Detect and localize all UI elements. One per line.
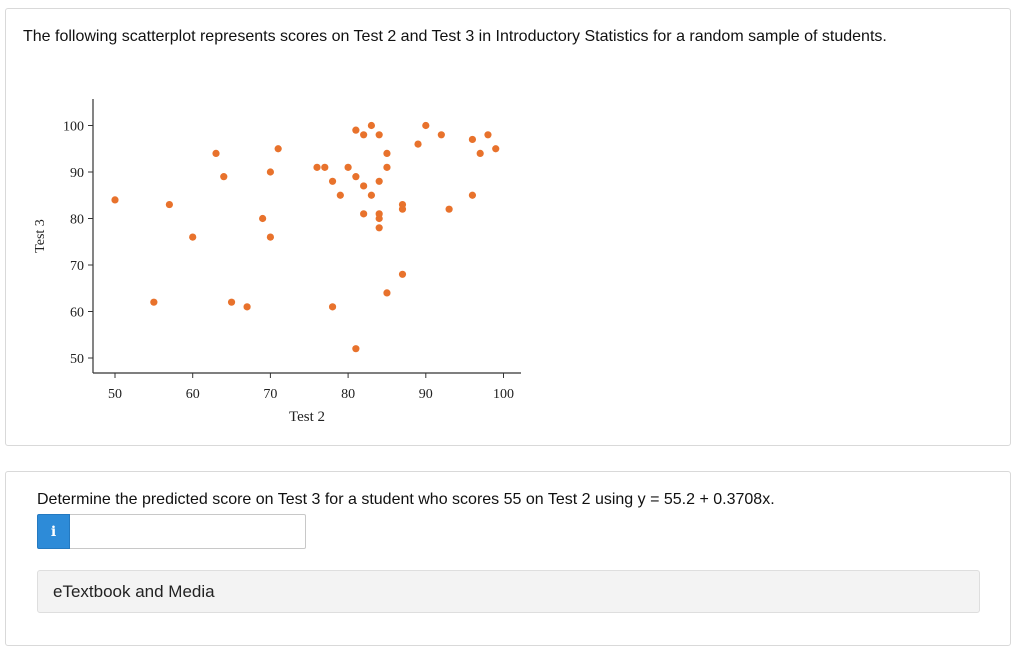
x-axis-label: Test 2: [289, 409, 325, 425]
data-point: [165, 200, 173, 209]
y-tick-label: 60: [70, 306, 84, 321]
x-tick-label: 70: [263, 387, 277, 402]
chart-axes: [92, 99, 521, 374]
data-point: [375, 214, 383, 223]
data-point: [274, 145, 282, 153]
x-tick-label: 60: [186, 387, 200, 402]
y-tick-label: 80: [70, 213, 84, 228]
data-point: [360, 210, 368, 218]
data-point: [189, 233, 197, 241]
chart-ticks: 50 60 70 80 90 100 50 60 70 80 90 100: [63, 120, 514, 403]
data-point: [243, 303, 251, 311]
data-point: [266, 168, 274, 176]
data-point: [422, 121, 430, 130]
y-tick-label: 90: [70, 166, 84, 181]
data-point: [468, 135, 477, 144]
data-point: [398, 205, 407, 213]
data-point: [367, 121, 376, 130]
data-point: [375, 131, 383, 139]
y-tick-label: 50: [70, 352, 84, 367]
question-text: The following scatterplot represents sco…: [23, 28, 887, 45]
x-tick-label: 100: [493, 387, 514, 402]
data-point: [414, 140, 422, 148]
answer-prompt: Determine the predicted score on Test 3 …: [37, 491, 775, 508]
etextbook-media-label: eTextbook and Media: [53, 581, 215, 601]
data-point: [266, 233, 274, 241]
data-point: [437, 131, 445, 139]
scatterplot: 50 60 70 80 90 100 50 60 70 80 90 100 Test 2 Test 3: [33, 99, 521, 425]
data-point: [150, 298, 158, 306]
answer-card: Determine the predicted score on Test 3 …: [5, 471, 1011, 646]
data-point: [445, 205, 453, 213]
data-point: [313, 163, 321, 171]
data-point: [360, 182, 368, 190]
data-point: [383, 289, 391, 297]
data-point: [344, 163, 352, 171]
chart-points: [111, 121, 500, 353]
data-point: [468, 191, 477, 199]
data-point: [492, 145, 500, 153]
data-point: [328, 177, 337, 185]
data-point: [321, 163, 329, 171]
data-point: [360, 131, 368, 139]
answer-input[interactable]: [70, 514, 306, 549]
y-tick-label: 70: [70, 259, 84, 274]
data-point: [328, 303, 337, 311]
data-point: [484, 131, 492, 139]
data-point: [111, 196, 119, 204]
data-point: [383, 149, 391, 157]
data-point: [375, 177, 383, 185]
x-tick-label: 80: [341, 387, 355, 402]
etextbook-media-button[interactable]: eTextbook and Media: [37, 570, 980, 613]
data-point: [398, 270, 407, 278]
data-point: [367, 191, 376, 199]
data-point: [259, 214, 267, 223]
x-tick-label: 90: [419, 387, 433, 402]
data-point: [227, 298, 236, 306]
data-point: [212, 149, 220, 157]
data-point: [352, 345, 360, 353]
answer-input-row: i: [37, 514, 306, 549]
data-point: [383, 163, 391, 171]
data-point: [352, 173, 360, 181]
info-icon[interactable]: i: [37, 514, 70, 549]
y-axis-label: Test 3: [33, 219, 48, 253]
data-point: [476, 149, 484, 157]
data-point: [375, 224, 383, 232]
y-tick-label: 100: [63, 120, 84, 135]
data-point: [336, 191, 344, 199]
data-point: [352, 126, 360, 134]
question-card: The following scatterplot represents sco…: [5, 8, 1011, 446]
data-point: [220, 173, 228, 181]
x-tick-label: 50: [108, 387, 122, 402]
